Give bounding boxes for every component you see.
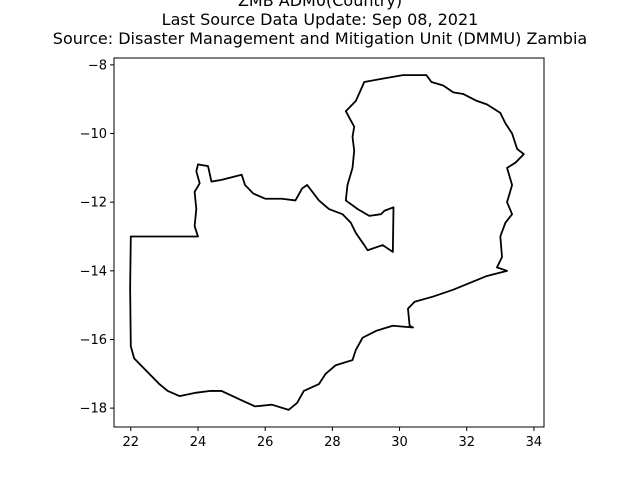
y-tick-label: −18 bbox=[80, 402, 107, 417]
x-tick-label: 28 bbox=[324, 435, 341, 450]
y-tick-label: −8 bbox=[88, 58, 107, 73]
x-tick-label: 22 bbox=[123, 435, 140, 450]
x-axis: 22 24 26 28 30 32 34 bbox=[123, 427, 543, 450]
y-tick-label: −14 bbox=[80, 264, 107, 279]
x-tick-label: 32 bbox=[458, 435, 475, 450]
chart-title: ZMB ADM0(Country) Last Source Data Updat… bbox=[0, 0, 640, 48]
y-tick-label: −16 bbox=[80, 333, 107, 348]
x-tick-label: 26 bbox=[257, 435, 274, 450]
title-line-3: Source: Disaster Management and Mitigati… bbox=[52, 29, 588, 48]
boundary-layer bbox=[129, 74, 525, 411]
title-line-1: ZMB ADM0(Country) bbox=[237, 0, 403, 10]
country-boundary bbox=[129, 74, 525, 411]
y-tick-label: −12 bbox=[80, 196, 107, 211]
x-tick-label: 30 bbox=[391, 435, 408, 450]
y-axis: −8 −10 −12 −14 −16 −18 bbox=[80, 58, 114, 417]
y-tick-label: −10 bbox=[80, 127, 107, 142]
title-line-2: Last Source Data Update: Sep 08, 2021 bbox=[161, 10, 479, 29]
axes-frame bbox=[113, 57, 545, 428]
x-tick-label: 24 bbox=[190, 435, 207, 450]
x-tick-label: 34 bbox=[526, 435, 543, 450]
